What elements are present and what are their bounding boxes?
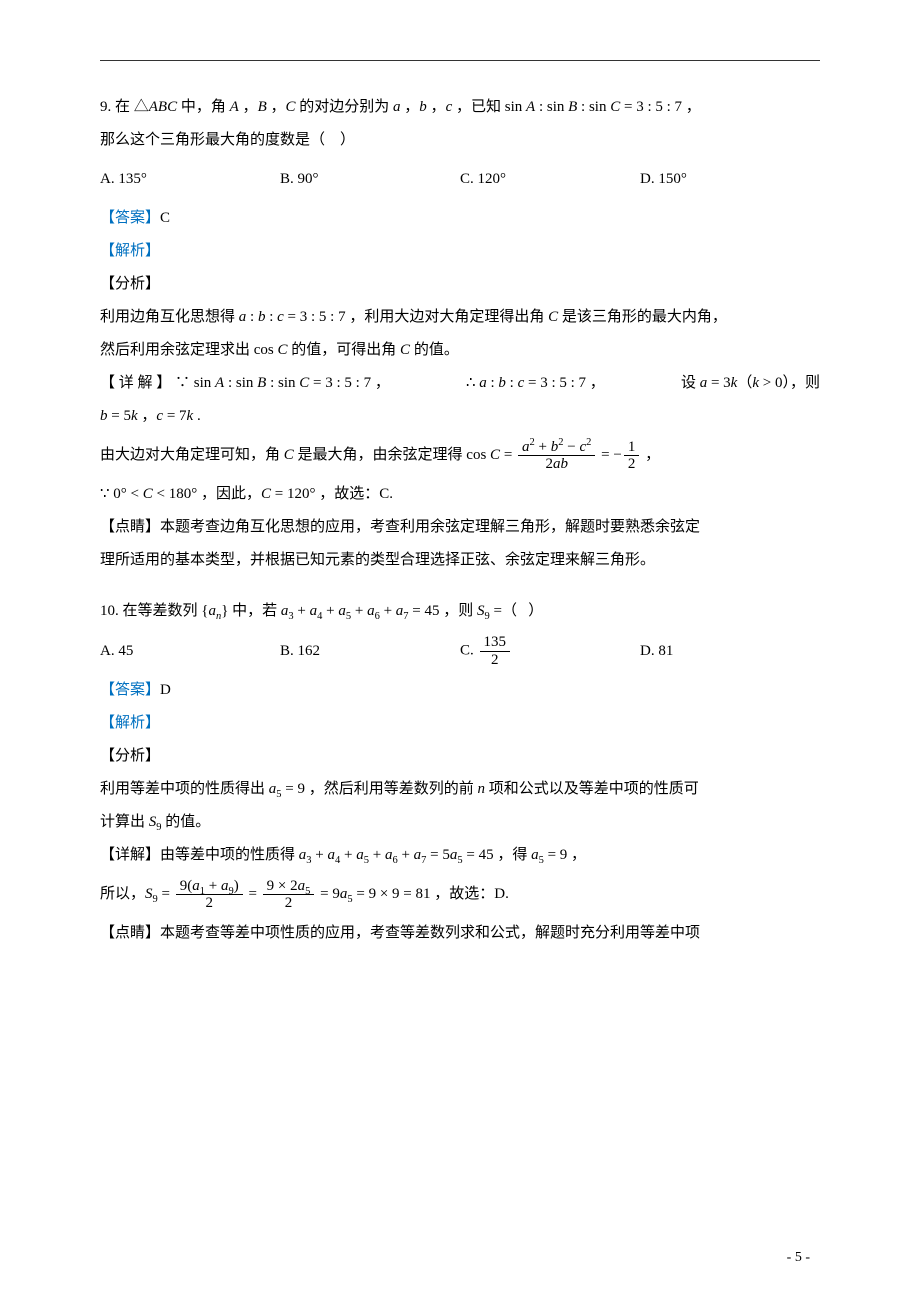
q9-dianjing-2: 理所适用的基本类型，并根据已知元素的类型合理选择正弦、余弦定理来解三角形。 (100, 544, 820, 577)
answer-label: 【答案】 (100, 210, 160, 226)
page-container: 9. 在 △ABC 中，角 A ，B ，C 的对边分别为 a ，b ，c ，已知… (0, 0, 920, 1302)
page-number: - 5 - (787, 1243, 810, 1274)
q9-detail-4: 0° < C < 180° ，因此，C = 120° ，故选：C. (100, 478, 820, 511)
q9-detail-1: 【 详 解 】 sin A : sin B : sin C = 3 : 5 : … (100, 367, 820, 400)
q10-fenxi-2: 计算出 S9 的值。 (100, 806, 820, 839)
q9-fenxi-label: 【分析】 (100, 268, 820, 301)
q9-stem-line1: 9. 在 △ABC 中，角 A ，B ，C 的对边分别为 a ，b ，c ，已知… (100, 91, 820, 124)
q10-opt-a: A. 45 (100, 635, 280, 668)
q10-fenxi-label: 【分析】 (100, 740, 820, 773)
q9-opt-d: D. 150° (640, 163, 820, 196)
answer-label: 【答案】 (100, 682, 160, 698)
dianjing-label: 【点睛】 (100, 519, 160, 535)
q10-opt-d: D. 81 (640, 635, 820, 668)
answer-value: C (160, 210, 170, 226)
top-rule (100, 60, 820, 61)
q9-opt-b: B. 90° (280, 163, 460, 196)
answer-value: D (160, 682, 171, 698)
detail-label: 【 详 解 】 (100, 375, 171, 391)
q10-fenxi-1: 利用等差中项的性质得出 a5 = 9 ，然后利用等差数列的前 n 项和公式以及等… (100, 773, 820, 806)
q10-detail-2: 所以，S9 = 9(a1 + a9)2 = 9 × 2a52 = 9a5 = 9… (100, 872, 820, 917)
q9-answer: 【答案】C (100, 202, 820, 235)
q10-options: A. 45 B. 162 C. 1352 D. 81 (100, 634, 820, 668)
q10-answer: 【答案】D (100, 674, 820, 707)
q9-opt-c: C. 120° (460, 163, 640, 196)
q10-stem: 10. 在等差数列 {an} 中，若 a3 + a4 + a5 + a6 + a… (100, 595, 820, 628)
q9-detail-3: 由大边对大角定理可知，角 C 是最大角，由余弦定理得 cos C = a2 + … (100, 433, 820, 478)
q10-opt-c: C. 1352 (460, 634, 640, 668)
q10-detail-1: 【详解】由等差中项的性质得 a3 + a4 + a5 + a6 + a7 = 5… (100, 839, 820, 872)
dianjing-label: 【点睛】 (100, 925, 160, 941)
q9-detail-2: b = 5k ，c = 7k . (100, 400, 820, 433)
detail-label: 【详解】 (100, 847, 160, 863)
q10-jiexi-label: 【解析】 (100, 707, 820, 740)
q10-opt-b: B. 162 (280, 635, 460, 668)
q9-fenxi-2: 然后利用余弦定理求出 cos C 的值，可得出角 C 的值。 (100, 334, 820, 367)
q9-stem-line2: 那么这个三角形最大角的度数是（ ） (100, 124, 820, 157)
q9-jiexi-label: 【解析】 (100, 235, 820, 268)
q9-opt-a: A. 135° (100, 163, 280, 196)
q9-options: A. 135° B. 90° C. 120° D. 150° (100, 163, 820, 196)
q9-dianjing-1: 【点睛】本题考查边角互化思想的应用，考查利用余弦定理解三角形，解题时要熟悉余弦定 (100, 511, 820, 544)
q10-dianjing-1: 【点睛】本题考查等差中项性质的应用，考查等差数列求和公式，解题时充分利用等差中项 (100, 917, 820, 950)
spacer (100, 577, 820, 595)
q9-fenxi-1: 利用边角互化思想得 a : b : c = 3 : 5 : 7 ，利用大边对大角… (100, 301, 820, 334)
